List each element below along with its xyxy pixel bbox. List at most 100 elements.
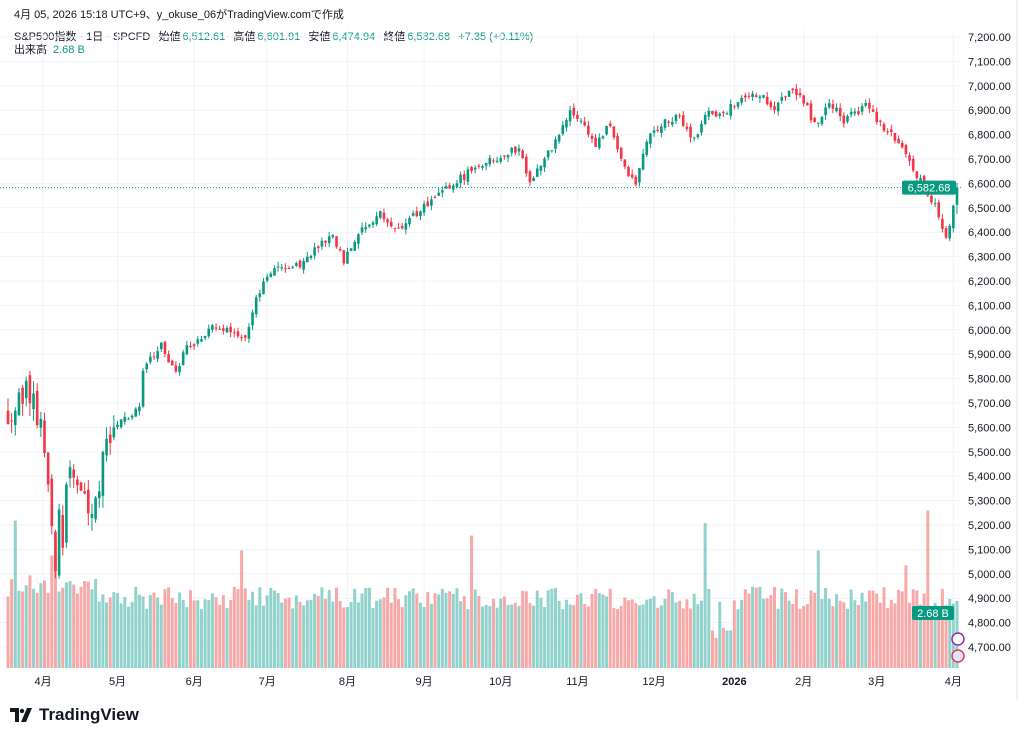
- volume-bar: [809, 590, 813, 668]
- volume-bar: [791, 604, 795, 668]
- candle-body: [663, 119, 667, 128]
- y-tick-label: 5,100.00: [968, 544, 1011, 556]
- candle-body: [79, 482, 83, 491]
- volume-bar: [367, 587, 371, 668]
- volume-bar: [908, 602, 912, 668]
- volume-bar: [875, 593, 879, 668]
- candle-body: [375, 216, 378, 225]
- volume-bar: [225, 608, 229, 668]
- volume-bar: [710, 630, 714, 668]
- volume-bar: [218, 604, 222, 668]
- candle-body: [108, 434, 112, 444]
- y-tick-label: 6,100.00: [968, 300, 1011, 312]
- candle-body: [342, 250, 346, 264]
- y-tick-label: 7,000.00: [968, 81, 1011, 93]
- volume-bar: [152, 592, 156, 668]
- y-tick-label: 6,600.00: [968, 178, 1011, 190]
- y-tick-label: 6,700.00: [968, 154, 1011, 166]
- candle-body: [700, 123, 703, 133]
- candle-body: [90, 513, 94, 518]
- tradingview-logo[interactable]: TradingView: [10, 705, 139, 725]
- candle-body: [123, 416, 127, 422]
- volume-bar: [612, 607, 616, 668]
- candle-body: [499, 157, 503, 162]
- volume-bar: [116, 593, 119, 668]
- candle-body: [105, 438, 108, 456]
- volume-bar: [849, 589, 853, 668]
- volume-bar: [86, 581, 90, 668]
- candle-body: [229, 326, 232, 333]
- volume-bar: [579, 593, 583, 668]
- volume-bar: [575, 594, 579, 668]
- candle-body: [298, 260, 302, 268]
- volume-bar: [506, 604, 510, 668]
- candle-body: [411, 213, 415, 216]
- volume-bar: [360, 593, 364, 668]
- volume-bar: [320, 587, 324, 668]
- candle-body: [415, 211, 419, 217]
- volume-bar: [543, 607, 547, 668]
- y-tick-label: 5,600.00: [968, 422, 1011, 434]
- candle-body: [6, 410, 10, 425]
- volume-bar: [886, 607, 890, 668]
- candle-body: [149, 356, 152, 363]
- candle-body: [382, 212, 386, 220]
- volume-bar: [397, 599, 401, 668]
- volume-bar: [203, 599, 207, 668]
- volume-bar: [922, 593, 926, 668]
- candle-body: [692, 137, 696, 139]
- volume-bar: [846, 608, 849, 668]
- candle-body: [594, 137, 597, 147]
- volume-bar: [327, 590, 331, 668]
- candle-body: [287, 268, 291, 270]
- candle-body: [820, 116, 824, 124]
- volume-bar: [382, 597, 386, 668]
- volume-bar: [820, 599, 824, 668]
- volume-bar: [670, 591, 674, 668]
- volume-bar: [897, 589, 901, 668]
- candle-body: [532, 177, 535, 181]
- candle-body: [714, 111, 718, 117]
- candle-body: [240, 337, 243, 339]
- volume-bar: [35, 592, 39, 668]
- candle-body: [736, 102, 740, 107]
- volume-bar: [948, 598, 952, 668]
- candle-body: [795, 88, 798, 96]
- candle-body: [455, 183, 459, 187]
- candle-body: [853, 111, 857, 114]
- candle-body: [809, 103, 813, 121]
- candle-body: [729, 104, 732, 116]
- candle-body: [404, 223, 408, 230]
- candle-body: [10, 420, 13, 422]
- volume-bar: [816, 550, 820, 668]
- volume-bar: [681, 608, 685, 668]
- candle-body: [510, 147, 513, 153]
- y-tick-label: 5,000.00: [968, 569, 1011, 581]
- y-tick-label: 6,000.00: [968, 325, 1011, 337]
- volume-bar: [258, 587, 262, 668]
- candle-body: [269, 273, 273, 278]
- volume-bar: [46, 592, 50, 668]
- x-tick-label: 11月: [566, 676, 588, 688]
- y-tick-label: 5,800.00: [968, 374, 1011, 386]
- candle-body: [46, 452, 50, 485]
- volume-bar: [776, 608, 780, 668]
- volume-bar: [550, 588, 554, 668]
- candle-body: [280, 267, 284, 269]
- candle-body: [203, 335, 207, 339]
- candle-body: [233, 332, 236, 334]
- candle-body: [952, 205, 955, 229]
- candle-body: [488, 157, 492, 165]
- volume-value: 2.68 B: [53, 44, 85, 56]
- volume-bar: [302, 605, 306, 668]
- candle-body: [955, 187, 959, 205]
- candle-body: [568, 110, 572, 122]
- volume-bar: [375, 600, 379, 668]
- volume-bar: [159, 604, 163, 668]
- volume-bar: [6, 596, 10, 668]
- volume-bar: [17, 590, 21, 668]
- price-chart[interactable]: 7,200.00 7,100.00 7,000.00 6,900.00 6,800.00…: [0, 0, 1024, 700]
- y-tick-label: 5,300.00: [968, 496, 1011, 508]
- volume-bar: [378, 599, 382, 668]
- candle-body: [291, 266, 294, 268]
